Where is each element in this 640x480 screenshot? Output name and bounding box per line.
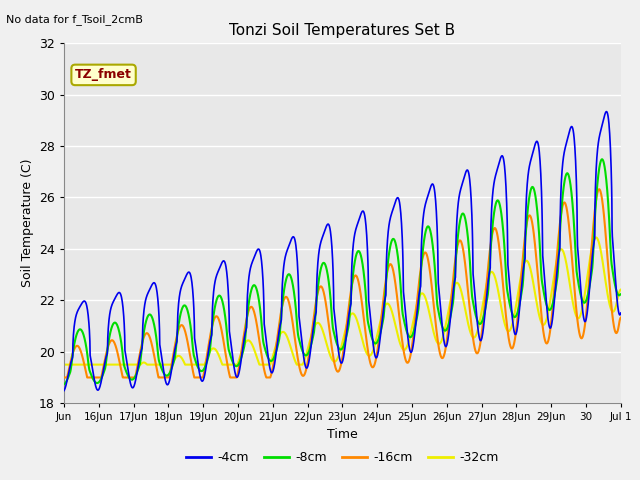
Line: -16cm: -16cm [64, 189, 621, 377]
-4cm [116, 290, 124, 296]
-32cm [541, 320, 549, 325]
-4cm [609, 243, 617, 249]
-8cm [510, 314, 518, 320]
-16cm [541, 338, 549, 344]
-4cm [60, 388, 68, 394]
-32cm [617, 287, 625, 292]
-16cm [510, 341, 518, 347]
-32cm [116, 362, 124, 368]
-16cm [609, 318, 617, 324]
-8cm [236, 359, 244, 365]
Y-axis label: Soil Temperature (C): Soil Temperature (C) [20, 159, 33, 288]
-32cm [510, 314, 518, 320]
-4cm [376, 338, 383, 344]
-32cm [376, 321, 383, 326]
X-axis label: Time: Time [327, 428, 358, 441]
Line: -8cm: -8cm [64, 159, 621, 384]
-16cm [617, 315, 625, 321]
-8cm [60, 381, 68, 387]
Line: -32cm: -32cm [64, 238, 621, 365]
-16cm [60, 374, 68, 380]
-32cm [60, 362, 68, 368]
-4cm [236, 366, 244, 372]
-8cm [617, 291, 625, 297]
-16cm [116, 360, 124, 365]
-4cm [510, 328, 518, 334]
-32cm [236, 354, 244, 360]
-32cm [592, 235, 600, 240]
-16cm [376, 329, 383, 335]
-4cm [541, 287, 549, 292]
Line: -4cm: -4cm [64, 112, 621, 391]
-16cm [595, 186, 603, 192]
-4cm [617, 310, 625, 316]
Legend: -4cm, -8cm, -16cm, -32cm: -4cm, -8cm, -16cm, -32cm [182, 446, 503, 469]
-16cm [236, 360, 244, 365]
Text: TZ_fmet: TZ_fmet [75, 68, 132, 82]
-8cm [541, 298, 549, 303]
-8cm [598, 156, 606, 162]
-8cm [609, 271, 617, 277]
-8cm [116, 331, 124, 336]
-32cm [609, 309, 617, 314]
-8cm [376, 333, 383, 338]
Title: Tonzi Soil Temperatures Set B: Tonzi Soil Temperatures Set B [229, 23, 456, 38]
-4cm [603, 109, 611, 115]
Text: No data for f_Tsoil_2cmB: No data for f_Tsoil_2cmB [6, 14, 143, 25]
